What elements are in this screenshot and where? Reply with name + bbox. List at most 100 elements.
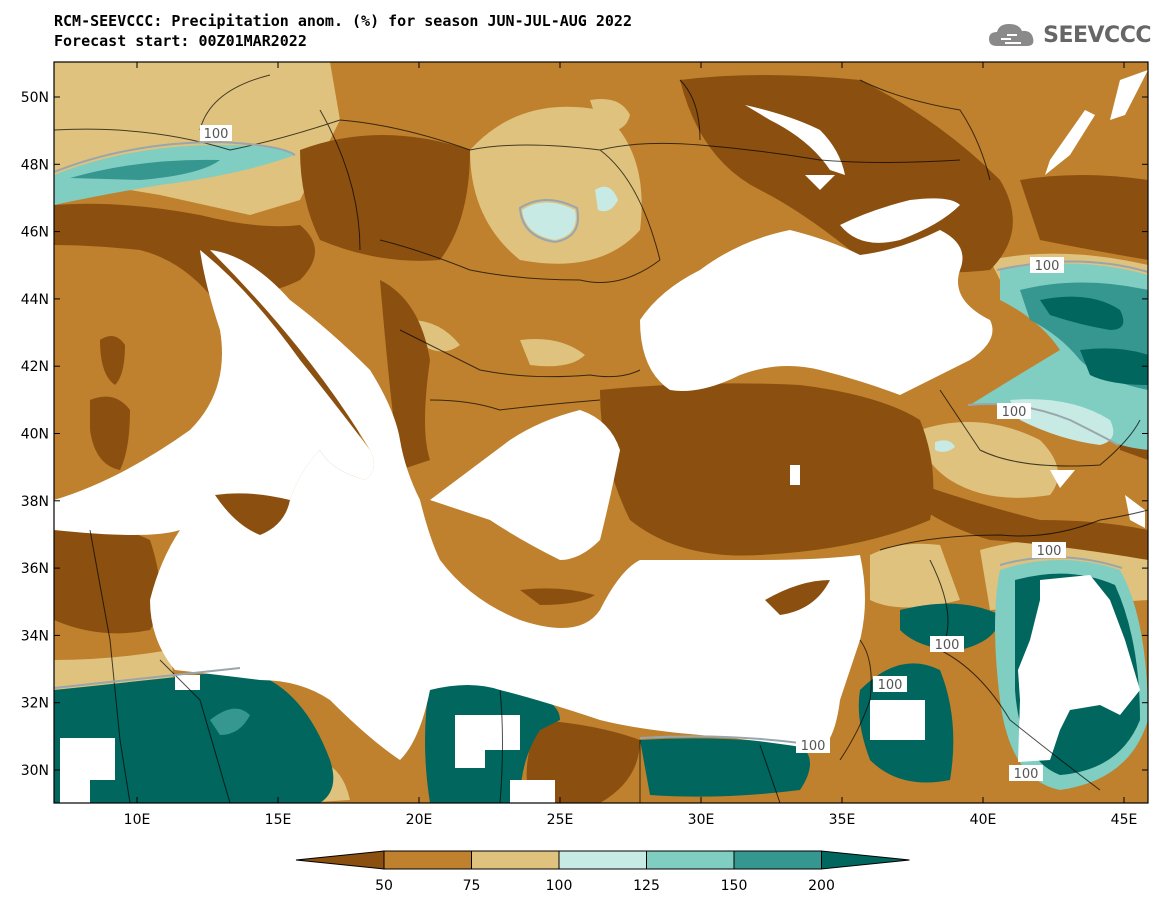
lat-label: 38N xyxy=(21,494,49,510)
corsica-island xyxy=(100,336,125,385)
contour-label-georgia: 100 xyxy=(1002,405,1027,420)
colorbar-tick-label: 200 xyxy=(808,878,835,894)
libya-masked-area xyxy=(455,715,520,768)
contour-label-bg xyxy=(200,125,232,141)
lat-label: 42N xyxy=(21,359,49,375)
colorbar-segment xyxy=(646,850,735,870)
syria-below-50-area xyxy=(880,470,1148,560)
carpathian-75-100-area xyxy=(470,106,642,264)
contour-label-bg xyxy=(796,737,830,753)
title-line-1: RCM-SEEVCCC: Precipitation anom. (%) for… xyxy=(54,12,632,30)
title-line-2: Forecast start: 00Z01MAR2022 xyxy=(54,32,307,50)
anatolia-wet-spot xyxy=(935,440,955,452)
logo-text: SEEVCCC xyxy=(1043,22,1151,48)
iran-masked-spot xyxy=(1125,495,1145,528)
colorbar-tick-label: 125 xyxy=(633,878,660,894)
latitude-axis: 50N 48N 46N 44N 42N 40N 38N 36N 34N 32N 30N xyxy=(21,90,1148,779)
georgia-wet-anomaly-core xyxy=(1080,348,1148,385)
colorbar-segment-above-200 xyxy=(821,850,910,870)
romania-wet-spot xyxy=(522,202,576,240)
lat-label: 36N xyxy=(21,561,49,577)
turkey-below-50-area xyxy=(600,383,934,556)
contour-label-bg xyxy=(997,403,1031,419)
colorbar-tick-label: 50 xyxy=(375,878,393,894)
dnieper-reservoir xyxy=(745,105,845,175)
lat-label: 44N xyxy=(21,292,49,308)
contour-label-iraq: 100 xyxy=(1037,544,1062,559)
don-river-reservoir xyxy=(1110,70,1148,120)
colorbar-segment xyxy=(733,850,822,870)
contour-label-alps: 100 xyxy=(204,127,229,142)
contour-label-sinai: 100 xyxy=(801,739,826,754)
lon-label: 10E xyxy=(124,812,151,828)
crete-island xyxy=(520,588,595,605)
lon-label: 30E xyxy=(688,812,715,828)
colorbar-segment xyxy=(383,850,472,870)
slovakia-75-100-area xyxy=(590,99,630,131)
balkans-below-50-area xyxy=(380,280,430,470)
colorbar-tick-label: 75 xyxy=(463,878,481,894)
contour-label-south-iraq: 100 xyxy=(1014,767,1039,782)
map-plot-area xyxy=(54,62,1148,803)
colorbar: 50 75 100 125 150 200 xyxy=(295,850,910,894)
tunisia-masked-area xyxy=(175,675,200,690)
lat-label: 30N xyxy=(21,763,49,779)
tyrrhenian-western-med-sea xyxy=(54,250,374,535)
lat-label: 34N xyxy=(21,628,49,644)
colorbar-tick-label: 100 xyxy=(546,878,573,894)
caucasus-wet-anomaly-core xyxy=(1040,296,1124,330)
azov-sea-crimea-area xyxy=(840,198,960,243)
lon-label: 25E xyxy=(547,812,574,828)
chart-title: RCM-SEEVCCC: Precipitation anom. (%) for… xyxy=(54,11,632,51)
lat-label: 46N xyxy=(21,225,49,241)
armenia-masked-spot xyxy=(1050,470,1075,488)
lat-label: 40N xyxy=(21,427,49,443)
lon-label: 20E xyxy=(406,812,433,828)
central-eastern-med-sea xyxy=(150,250,865,760)
tunisia-below-50-area xyxy=(54,526,160,634)
anatolia-masked-spot xyxy=(790,465,800,485)
lon-label: 15E xyxy=(265,812,292,828)
algeria-masked-area xyxy=(60,738,115,803)
contour-label-syria: 100 xyxy=(935,638,960,653)
cyprus-island xyxy=(765,580,830,615)
russia-below-50-area xyxy=(1020,175,1148,260)
contour-label-bg xyxy=(1009,765,1043,781)
contour-label-bg xyxy=(1032,542,1066,558)
contour-label-jordan: 100 xyxy=(878,678,903,693)
colorbar-segment xyxy=(471,850,560,870)
contour-label-bg xyxy=(930,636,964,652)
black-sea xyxy=(640,230,993,395)
lon-label: 45E xyxy=(1111,812,1138,828)
colorbar-segment xyxy=(558,850,647,870)
country-border-lines xyxy=(54,74,1148,803)
iraq-masked-area xyxy=(1018,575,1140,762)
levant-75-100-area xyxy=(870,543,960,608)
sardinia-island xyxy=(90,396,130,470)
lat-label: 32N xyxy=(21,696,49,712)
longitude-axis: 10E 15E 20E 25E 30E 35E 40E 45E xyxy=(124,62,1138,828)
contour-lines-100 xyxy=(54,140,1148,744)
contour-label-caucasus: 100 xyxy=(1035,259,1060,274)
east-anatolia-75-100-area xyxy=(920,422,1058,498)
romania-wet-spot-2 xyxy=(595,186,618,212)
armenia-wet-anomaly xyxy=(1010,399,1114,445)
sicily-island xyxy=(215,493,290,535)
map-frame xyxy=(53,61,1149,804)
lon-label: 35E xyxy=(829,812,856,828)
egypt-masked-area xyxy=(510,780,555,803)
alps-wet-anomaly-core xyxy=(70,159,220,180)
volga-reservoir xyxy=(1045,110,1095,175)
lon-label: 40E xyxy=(970,812,997,828)
kakhovka-reservoir xyxy=(805,175,835,190)
jordan-masked-area xyxy=(870,700,925,740)
lat-label: 48N xyxy=(21,157,49,173)
egypt-wet-anomaly xyxy=(640,738,810,797)
colorbar-tick-label: 150 xyxy=(721,878,748,894)
contour-value-labels: 100 100 100 100 100 100 100 100 xyxy=(200,125,1066,782)
colorbar-segment-below-50 xyxy=(295,850,385,870)
seevccc-logo: SEEVCCC xyxy=(987,20,1151,50)
cloud-logo-icon xyxy=(989,24,1034,46)
libya-wet-inner xyxy=(210,708,250,735)
